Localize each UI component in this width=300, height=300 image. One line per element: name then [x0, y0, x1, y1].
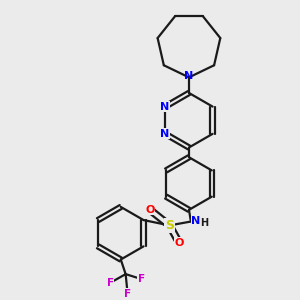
Text: F: F [124, 289, 131, 298]
Text: N: N [160, 102, 169, 112]
Text: O: O [175, 238, 184, 248]
Text: N: N [184, 71, 194, 81]
Text: S: S [165, 219, 174, 232]
Text: F: F [106, 278, 114, 288]
Text: O: O [145, 205, 155, 215]
Text: H: H [200, 218, 208, 227]
Text: N: N [191, 216, 200, 226]
Text: N: N [160, 129, 169, 139]
Text: F: F [138, 274, 145, 284]
